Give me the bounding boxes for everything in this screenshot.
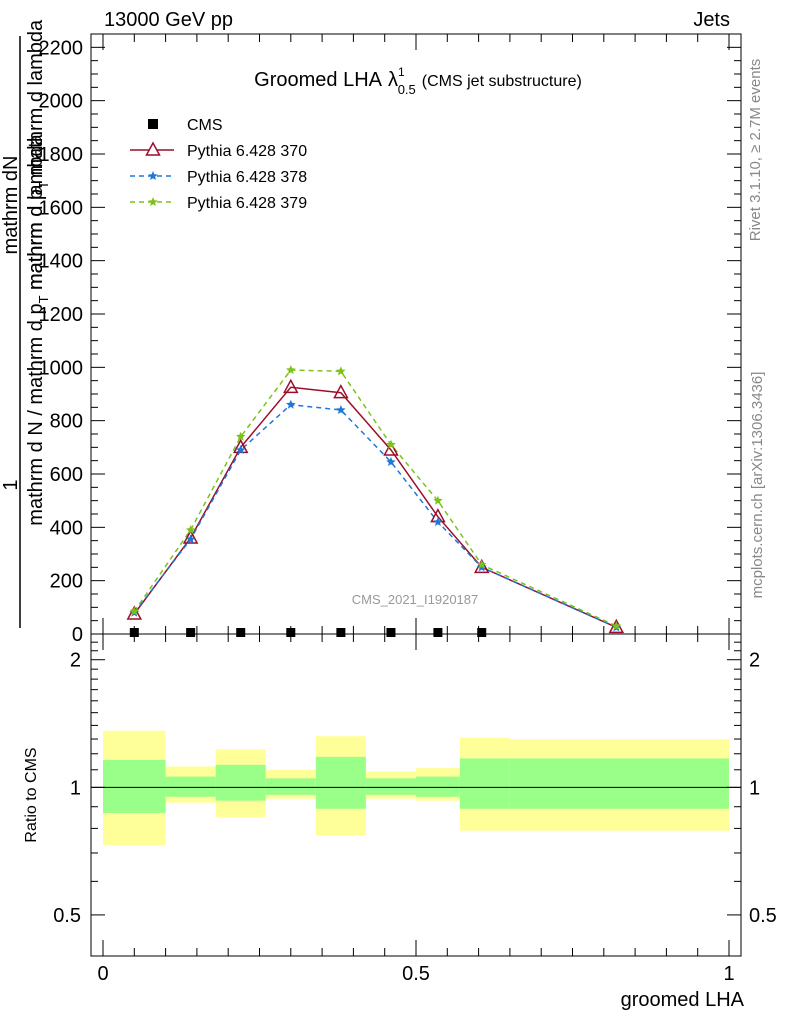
x-tick-label: 0.5 bbox=[402, 963, 430, 985]
data-point bbox=[336, 405, 346, 414]
ratio-band-inner bbox=[365, 778, 416, 795]
data-point bbox=[383, 441, 399, 456]
chart-title: Groomed LHA λ1 0.5 (CMS jet substructure) bbox=[254, 65, 582, 97]
ratio-band-inner bbox=[416, 776, 460, 797]
y-tick-label: 1400 bbox=[39, 251, 84, 273]
legend-label: Pythia 6.428 370 bbox=[187, 143, 307, 160]
data-point bbox=[236, 628, 246, 637]
y-tick-label: 1600 bbox=[39, 197, 84, 219]
ratio-band-inner bbox=[165, 776, 216, 797]
y-label-numerator-2: mathrm dN bbox=[0, 156, 22, 255]
mcplots-info: mcplots.cern.ch [arXiv:1306.3436] bbox=[749, 372, 766, 599]
series-lines bbox=[133, 369, 617, 628]
x-tick-label: 0 bbox=[97, 963, 108, 985]
y-tick-label: 1200 bbox=[39, 304, 84, 326]
y-tick-label: 600 bbox=[50, 464, 83, 486]
data-point bbox=[477, 559, 487, 569]
legend-label: Pythia 6.428 379 bbox=[187, 195, 307, 212]
series-line bbox=[133, 369, 617, 627]
data-point bbox=[333, 384, 349, 399]
data-point bbox=[336, 628, 346, 637]
data-point bbox=[336, 366, 346, 376]
data-point bbox=[236, 431, 246, 441]
energy-label: 13000 GeV pp bbox=[104, 9, 233, 31]
ratio-band-inner bbox=[459, 758, 510, 809]
data-point bbox=[186, 628, 196, 637]
axes: 0200400600800100012001400160018002000220… bbox=[39, 33, 777, 985]
data-point bbox=[386, 457, 396, 466]
legend-marker bbox=[148, 171, 158, 180]
data-point bbox=[433, 495, 443, 505]
data-point bbox=[129, 606, 140, 616]
series-line bbox=[133, 386, 617, 628]
data-point bbox=[611, 621, 622, 630]
ratio-band-inner bbox=[103, 760, 166, 813]
y-tick-label: 200 bbox=[50, 571, 83, 593]
ratio-bands bbox=[103, 730, 729, 846]
y-label-denom-1: mathrm d N / mathrm d pT mathrm d lambda bbox=[25, 133, 51, 525]
data-point bbox=[185, 534, 196, 544]
data-point bbox=[286, 365, 296, 374]
legend-label: CMS bbox=[187, 117, 223, 134]
y-label-denom-2: mathrm d pT mathrm d lambda bbox=[25, 19, 51, 290]
x-tick-label: 1 bbox=[723, 963, 734, 985]
legend-marker bbox=[145, 141, 161, 156]
data-point bbox=[182, 529, 199, 544]
rivet-info: Rivet 3.1.10, ≥ 2.7M events bbox=[747, 59, 764, 242]
ratio-y-tick-label-right: 1 bbox=[749, 777, 760, 799]
y-tick-label: 800 bbox=[50, 411, 83, 433]
y-tick-label: 1800 bbox=[39, 144, 84, 166]
data-point bbox=[386, 439, 396, 449]
ratio-y-tick-label-right: 2 bbox=[749, 650, 760, 672]
y-tick-label: 1000 bbox=[39, 357, 84, 379]
y-tick-label: 400 bbox=[50, 517, 83, 539]
data-point bbox=[232, 438, 249, 454]
data-point bbox=[286, 399, 296, 409]
legend-marker bbox=[148, 119, 158, 129]
ratio-y-tick-label: 1 bbox=[70, 777, 81, 799]
data-point bbox=[126, 605, 143, 620]
ratio-y-label: Ratio to CMS bbox=[23, 747, 40, 842]
ratio-y-tick-label: 2 bbox=[70, 650, 81, 672]
ratio-band-inner bbox=[215, 764, 266, 801]
ratio-y-tick-label: 0.5 bbox=[53, 905, 81, 927]
data-point bbox=[283, 378, 299, 394]
data-point bbox=[236, 445, 246, 454]
data-point bbox=[433, 517, 443, 526]
ratio-band-inner bbox=[315, 756, 366, 809]
ratio-band-inner bbox=[509, 758, 729, 809]
data-point bbox=[185, 525, 196, 534]
watermark: CMS_2021_I1920187 bbox=[352, 592, 479, 607]
data-point bbox=[433, 628, 443, 637]
y-label-numerator-1: 1 bbox=[0, 479, 22, 490]
legend-label: Pythia 6.428 378 bbox=[187, 169, 307, 186]
series-markers bbox=[126, 365, 625, 637]
ratio-y-tick-label-right: 0.5 bbox=[749, 905, 777, 927]
x-axis-label: groomed LHA bbox=[621, 989, 745, 1011]
legend: CMS Pythia 6.428 370 Pythia 6.428 378 Pythi… bbox=[130, 117, 307, 212]
y-tick-label: 0 bbox=[72, 624, 83, 646]
process-label: Jets bbox=[693, 9, 730, 31]
data-point bbox=[386, 628, 396, 637]
data-point bbox=[477, 628, 487, 637]
ratio-band-inner bbox=[265, 778, 316, 795]
y-axis-label: 1 mathrm d N / mathrm d pT mathrm d lamb… bbox=[0, 19, 51, 628]
y-tick-label: 2200 bbox=[39, 37, 84, 59]
series-line bbox=[133, 403, 617, 628]
legend-marker bbox=[148, 197, 158, 206]
y-tick-label: 2000 bbox=[39, 91, 84, 113]
